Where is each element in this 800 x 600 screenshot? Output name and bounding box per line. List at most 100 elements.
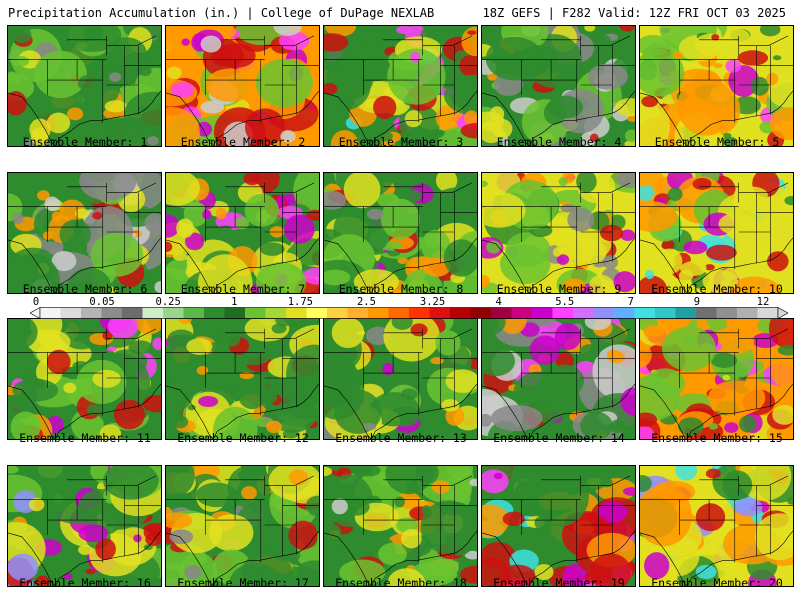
precip-blob	[80, 130, 97, 146]
precip-blob	[640, 484, 693, 547]
precip-blob	[178, 319, 192, 325]
ensemble-map-panel	[165, 318, 320, 440]
precip-blob	[404, 110, 423, 128]
precip-blob	[324, 33, 349, 52]
precip-blob	[464, 110, 477, 127]
precip-blob	[393, 432, 402, 437]
state-border-line	[482, 239, 530, 293]
precip-blob	[560, 237, 607, 267]
state-border-line	[482, 532, 530, 586]
precip-blob	[584, 319, 612, 331]
precip-blob	[435, 330, 461, 356]
precip-blob	[324, 363, 365, 420]
colorbar-min-arrow	[30, 307, 41, 319]
precip-blob	[467, 30, 477, 35]
precip-blob	[79, 173, 137, 201]
colorbar-swatch	[183, 307, 205, 319]
colorbar-swatch	[614, 307, 635, 319]
ensemble-member-caption: Ensemble Member: 13	[335, 431, 467, 445]
state-border-line	[264, 328, 315, 339]
ensemble-member-caption: Ensemble Member: 19	[493, 576, 625, 590]
precip-blob	[558, 177, 568, 187]
state-border-line	[580, 475, 631, 486]
precip-blob	[195, 482, 238, 508]
precip-blob	[138, 66, 152, 77]
precip-blob	[435, 173, 458, 192]
colorbar-swatch	[368, 307, 389, 319]
precip-blob	[777, 344, 793, 356]
state-border-line	[687, 237, 793, 293]
state-border-line	[687, 383, 793, 439]
colorbar-swatch	[122, 307, 143, 319]
ensemble-map-panel	[639, 465, 794, 587]
state-border-line	[529, 383, 635, 439]
ensemble-member-caption: Ensemble Member: 1	[22, 135, 148, 149]
state-border-line	[640, 532, 688, 586]
state-border-line	[687, 90, 793, 146]
state-border-line	[324, 385, 372, 439]
precip-blob	[11, 56, 30, 67]
precip-blob	[667, 187, 683, 202]
colorbar-tick-label: 1.75	[287, 296, 314, 308]
precip-blob	[545, 364, 585, 398]
colorbar-swatch	[224, 307, 246, 319]
colorbar-swatch	[40, 307, 61, 319]
ensemble-map-panel	[323, 172, 478, 294]
precip-blob	[394, 496, 405, 508]
precip-blob	[28, 497, 45, 512]
precip-blob	[737, 50, 769, 66]
state-border-line	[738, 35, 789, 46]
precip-blob	[255, 58, 313, 108]
precip-blob	[725, 59, 742, 73]
precip-blob	[205, 68, 256, 102]
precip-blob	[677, 77, 735, 136]
state-border-line	[55, 383, 161, 439]
precip-blob	[324, 269, 351, 286]
precip-blob	[78, 524, 108, 543]
precip-blob	[166, 173, 200, 206]
precip-blob	[170, 82, 195, 98]
precip-blob	[218, 225, 233, 237]
precip-blob	[30, 127, 49, 146]
precip-blob	[644, 269, 655, 280]
precip-blob	[705, 468, 721, 479]
precip-blob	[244, 108, 286, 146]
ensemble-member-caption: Ensemble Member: 2	[180, 135, 306, 149]
colorbar-swatch	[429, 307, 451, 319]
precip-blob	[723, 132, 732, 139]
state-border-line	[8, 385, 56, 439]
precip-blob	[185, 232, 205, 251]
precip-blob	[113, 399, 145, 430]
precip-colorbar	[30, 307, 788, 319]
colorbar-swatch	[491, 307, 512, 319]
state-border-line	[422, 182, 473, 193]
precip-blob	[330, 130, 359, 146]
ensemble-member-caption: Ensemble Member: 8	[338, 282, 464, 296]
colorbar-swatch	[163, 307, 184, 319]
precip-blob	[711, 326, 755, 355]
precip-blob	[424, 230, 441, 249]
precip-blob	[109, 72, 122, 82]
precip-blob	[59, 219, 91, 249]
state-border-line	[422, 328, 473, 339]
state-border-line	[55, 530, 161, 586]
precip-blob	[66, 141, 78, 146]
precip-field-map	[166, 466, 319, 586]
state-border-line	[422, 35, 473, 46]
colorbar-tick-label: 9	[693, 296, 701, 308]
colorbar-swatch	[757, 307, 779, 319]
state-border-line	[324, 532, 372, 586]
state-border-line	[422, 475, 473, 486]
state-border-line	[371, 530, 477, 586]
colorbar-swatch	[552, 307, 574, 319]
precip-blob	[234, 216, 250, 230]
precip-blob	[104, 100, 128, 113]
precip-blob	[46, 112, 71, 134]
precip-blob	[678, 417, 704, 436]
precip-blob	[431, 480, 451, 494]
colorbar-swatch	[593, 307, 615, 319]
colorbar-swatch	[60, 307, 82, 319]
precip-blob	[74, 208, 90, 219]
precip-blob	[198, 396, 219, 408]
precip-field-map	[640, 173, 793, 293]
